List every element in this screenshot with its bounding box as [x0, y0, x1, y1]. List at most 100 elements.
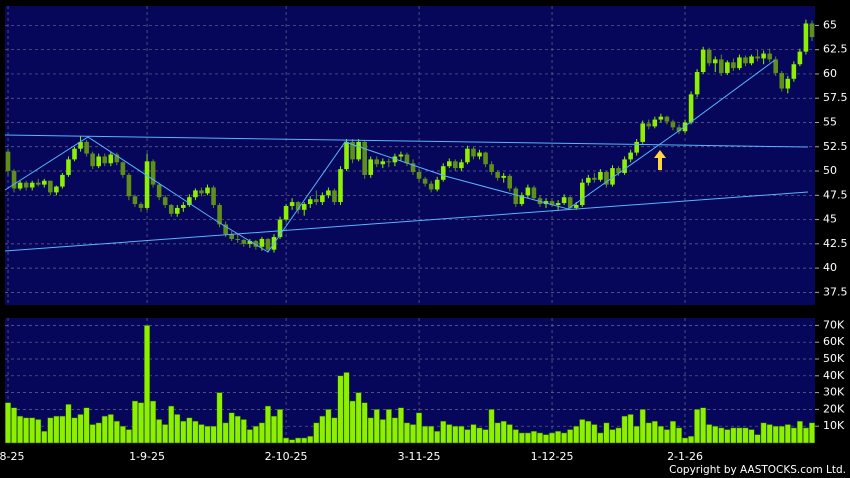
- volume-bar: [373, 409, 380, 444]
- candle-body: [398, 154, 404, 157]
- volume-bar: [258, 422, 265, 444]
- volume-bar: [682, 437, 689, 444]
- y-tick-label: 70K: [823, 318, 845, 331]
- x-tick-label: 1-12-25: [531, 450, 574, 463]
- candle-body: [779, 72, 785, 89]
- volume-bar: [29, 417, 36, 444]
- volume-bar: [144, 325, 151, 444]
- candle-body: [616, 168, 621, 173]
- volume-bar: [204, 425, 211, 444]
- volume-bar: [506, 424, 513, 444]
- candle-body: [743, 57, 748, 64]
- volume-bar: [138, 402, 144, 444]
- candle-body: [791, 64, 797, 79]
- candle-body: [719, 59, 724, 73]
- candle-body: [41, 180, 47, 185]
- volume-bar: [700, 407, 707, 444]
- candle-body: [326, 190, 331, 196]
- candle-body: [193, 190, 198, 198]
- y-tick-label: 55: [823, 115, 837, 128]
- volume-bar: [561, 432, 568, 444]
- volume-bar: [585, 420, 592, 444]
- volume-bar: [688, 436, 695, 444]
- candle-body: [277, 219, 283, 238]
- y-tick-label: 42.5: [823, 237, 848, 250]
- y-tick-label: 20K: [823, 402, 845, 415]
- candle-body: [573, 205, 579, 208]
- volume-bar: [736, 427, 743, 444]
- volume-bar: [379, 419, 386, 444]
- volume-bar: [5, 402, 11, 444]
- volume-bar: [295, 437, 302, 444]
- candle-body: [531, 187, 537, 199]
- volume-bar: [246, 429, 253, 444]
- volume-bar: [162, 424, 169, 444]
- candle-body: [108, 154, 114, 164]
- candle-body: [446, 161, 452, 167]
- candle-body: [5, 151, 11, 172]
- volume-bar: [367, 417, 374, 444]
- volume-bar: [168, 405, 175, 444]
- candle-body: [410, 163, 416, 173]
- candle-body: [344, 141, 349, 170]
- volume-bar: [464, 429, 471, 444]
- candle-body: [501, 175, 506, 178]
- copyright: Copyright by AASTOCKS.com Ltd.: [669, 464, 846, 476]
- y-tick-label: 37.5: [823, 285, 848, 298]
- candle-body: [132, 196, 138, 205]
- volume-bar: [240, 419, 247, 444]
- candle-body: [561, 197, 567, 204]
- volume-bar: [65, 404, 72, 444]
- volume-bar: [597, 432, 604, 444]
- candle-body: [628, 152, 633, 160]
- candle-body: [652, 119, 658, 127]
- candle-body: [120, 162, 126, 175]
- candle-body: [253, 240, 259, 247]
- volume-bar: [591, 424, 598, 444]
- candle-body: [174, 207, 180, 214]
- candle-body: [60, 174, 65, 187]
- volume-bar: [59, 415, 66, 444]
- candle-body: [755, 56, 760, 59]
- volume-bar: [524, 432, 531, 444]
- volume-bar: [107, 414, 114, 444]
- x-tick-label: 2-10-25: [265, 450, 308, 463]
- candle-body: [706, 49, 712, 64]
- candle-body: [664, 116, 670, 122]
- candle-body: [761, 53, 766, 59]
- volume-bar: [440, 420, 447, 444]
- x-tick-label: 1-9-25: [129, 450, 165, 463]
- volume-bar: [512, 429, 519, 444]
- volume-bar: [651, 420, 658, 444]
- candle-body: [579, 182, 585, 206]
- volume-bar: [615, 427, 622, 444]
- candle-body: [102, 156, 108, 164]
- candle-body: [592, 177, 597, 180]
- volume-bar: [633, 425, 640, 444]
- volume-bar: [101, 415, 108, 444]
- candle-body: [525, 187, 531, 196]
- candle-body: [610, 168, 615, 185]
- volume-bar: [198, 424, 205, 444]
- volume-bar: [23, 417, 30, 444]
- candle-body: [17, 182, 23, 189]
- volume-bar: [119, 425, 126, 444]
- volume-bar: [156, 419, 163, 444]
- candle-body: [320, 195, 325, 203]
- candle-body: [84, 141, 89, 154]
- candle-body: [66, 159, 71, 175]
- candle-body: [767, 53, 772, 60]
- candle-body: [78, 141, 83, 149]
- volume-bar: [724, 429, 731, 444]
- candle-body: [700, 49, 706, 73]
- candle-body: [374, 159, 380, 165]
- candle-body: [555, 203, 561, 206]
- trend-lines: [4, 59, 809, 253]
- candle-body: [737, 57, 742, 69]
- volume-bar: [71, 417, 78, 444]
- y-tick-label: 60: [823, 67, 837, 80]
- candle-body: [35, 182, 41, 185]
- volume-bar: [446, 424, 453, 444]
- x-tick-label: 2-1-26: [667, 450, 703, 463]
